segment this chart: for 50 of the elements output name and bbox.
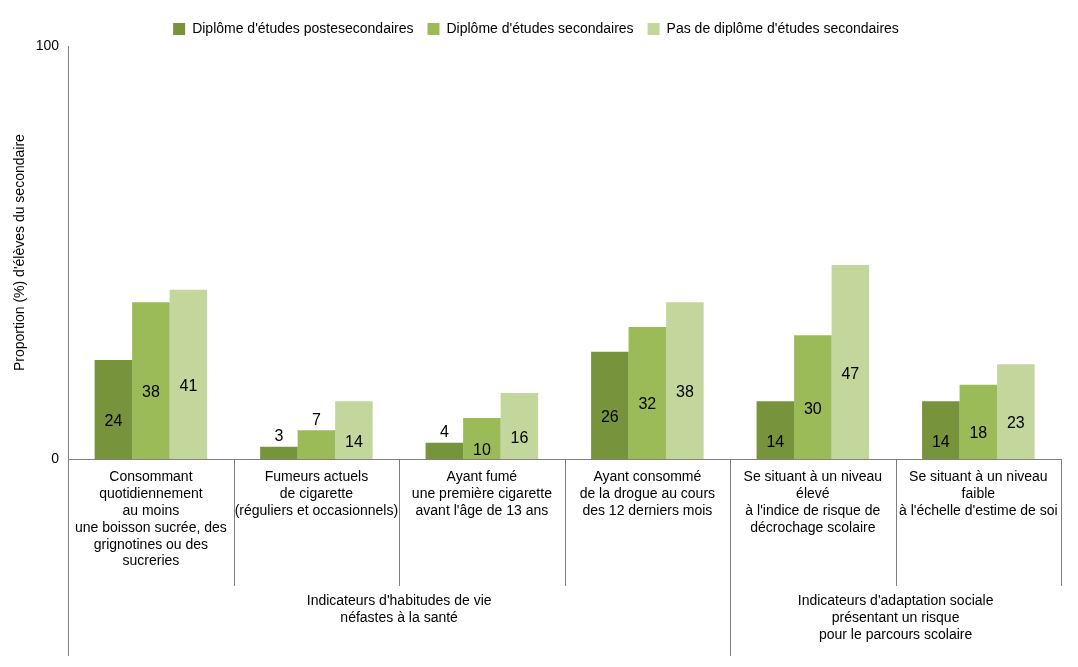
legend-label: Diplôme d'études postesecondaires bbox=[192, 19, 414, 36]
text: Indicateurs d'habitudes de vie néfastes à la santé bbox=[306, 591, 492, 625]
data-label: 14 bbox=[766, 432, 785, 450]
data-label: 41 bbox=[179, 376, 198, 394]
data-label: 30 bbox=[803, 399, 822, 417]
x-tick-label: Se situant à un niveau faible à l'échelle d'estime de soi bbox=[899, 468, 1058, 519]
bar bbox=[94, 360, 133, 460]
data-label: 10 bbox=[472, 440, 491, 458]
bar bbox=[997, 364, 1035, 460]
bar bbox=[463, 417, 501, 460]
bar bbox=[756, 401, 795, 460]
bar bbox=[959, 384, 998, 460]
data-label: 14 bbox=[931, 432, 950, 450]
data-label: 18 bbox=[969, 424, 988, 442]
bar bbox=[628, 326, 667, 460]
data-label: 32 bbox=[638, 395, 657, 413]
data-label: 24 bbox=[104, 412, 123, 430]
bar bbox=[831, 265, 870, 460]
data-label: 3 bbox=[274, 427, 284, 445]
data-label: 4 bbox=[439, 423, 449, 441]
x-tick-label: Ayant consommé de la drogue au cours des 12 derniers mois bbox=[579, 468, 716, 519]
bar bbox=[297, 430, 336, 460]
x-tick-label: Se situant à un niveau élevé à l'indice de risque de décrochage scolaire bbox=[743, 468, 883, 535]
data-label: 14 bbox=[345, 432, 363, 450]
x-tick-label: Consommant quotidiennement au moins une boisson sucrée, des grignotines ou des sucreries bbox=[75, 468, 227, 569]
bar bbox=[335, 401, 373, 460]
y-tick-label: 0 bbox=[51, 450, 60, 467]
x-tick-label: Fumeurs actuels de cigarette (réguliers et occasionnels) bbox=[234, 468, 399, 519]
data-label: 7 bbox=[311, 410, 321, 428]
bar bbox=[666, 302, 704, 460]
bar bbox=[169, 289, 208, 460]
data-label: 26 bbox=[600, 407, 619, 425]
data-label: 38 bbox=[675, 383, 694, 401]
legend-label: Pas de diplôme d'études secondaires bbox=[666, 19, 899, 36]
y-axis-title: Proportion (%) d'élèves du secondaire bbox=[11, 133, 28, 372]
bar bbox=[425, 442, 464, 460]
text: Indicateurs d'adaptation sociale présentant un risque pour le parcours scolaire bbox=[797, 591, 994, 642]
legend-label: Diplôme d'études secondaires bbox=[446, 19, 634, 36]
data-label: 16 bbox=[510, 428, 529, 446]
bar bbox=[132, 302, 170, 460]
data-label: 38 bbox=[142, 383, 160, 401]
x-tick-label: Ayant fumé une première cigarette avant l'âge de 13 ans bbox=[411, 468, 553, 519]
bar bbox=[591, 351, 629, 460]
data-label: 23 bbox=[1006, 414, 1025, 432]
bar bbox=[922, 401, 960, 460]
data-label: 47 bbox=[841, 364, 860, 382]
bar bbox=[794, 335, 832, 460]
bar bbox=[260, 446, 298, 460]
bar bbox=[500, 393, 539, 460]
y-tick-label: 100 bbox=[35, 36, 60, 53]
